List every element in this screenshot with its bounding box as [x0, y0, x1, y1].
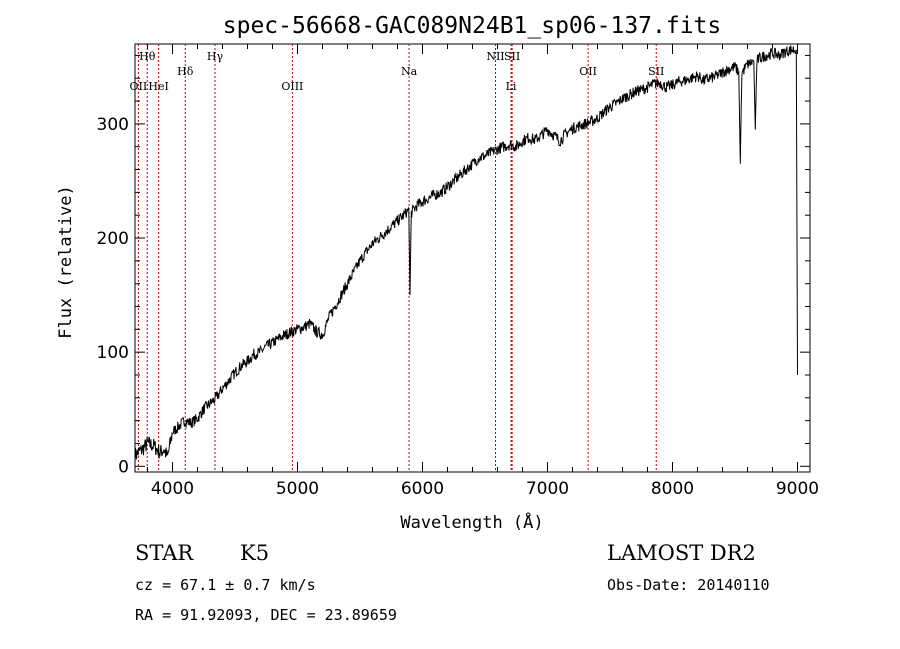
observation-date: Obs-Date: 20140110: [607, 576, 770, 594]
x-tick-label: 5000: [276, 479, 319, 499]
y-tick-label: 200: [97, 229, 129, 249]
line-marker-label: SII: [648, 65, 664, 78]
y-tick-label: 0: [118, 457, 129, 477]
line-marker-label: Hθ: [139, 50, 156, 63]
y-tick-label: 300: [97, 115, 129, 135]
x-axis-label: Wavelength (Å): [400, 511, 543, 533]
x-tick-label: 9000: [776, 479, 819, 499]
spectrum-series: [134, 45, 798, 463]
chart-title: spec-56668-GAC089N24B1_sp06-137.fits: [223, 13, 722, 39]
line-marker-label: NII: [486, 50, 504, 63]
line-marker-label: SII: [504, 50, 520, 63]
x-tick-label: 8000: [651, 479, 694, 499]
y-axis-label: Flux (relative): [56, 185, 76, 339]
line-marker-label: HeI: [148, 80, 168, 93]
survey-name: LAMOST DR2: [607, 541, 756, 565]
redshift-cz: cz = 67.1 ± 0.7 km/s: [135, 576, 316, 594]
line-marker-label: Hδ: [177, 65, 194, 78]
y-tick-label: 100: [97, 343, 129, 363]
x-tick-label: 4000: [151, 479, 194, 499]
line-marker-label: Li: [506, 80, 517, 93]
spectrum-line: [134, 45, 798, 463]
x-tick-label: 6000: [401, 479, 444, 499]
x-tick-label: 7000: [526, 479, 569, 499]
line-marker-label: Hγ: [207, 50, 224, 63]
object-class: STAR: [135, 541, 194, 565]
line-marker-label: OII: [579, 65, 597, 78]
object-subclass: K5: [240, 541, 269, 565]
line-marker-label: OII: [130, 80, 148, 93]
line-marker-label: OIII: [281, 80, 303, 93]
plot-frame: [134, 43, 811, 473]
line-marker-label: Na: [401, 65, 418, 78]
axis-ticks: 4000 5000 6000 7000 8000 9000 0 100 200 300: [97, 44, 819, 499]
sky-coordinates: RA = 91.92093, DEC = 23.89659: [135, 606, 397, 624]
